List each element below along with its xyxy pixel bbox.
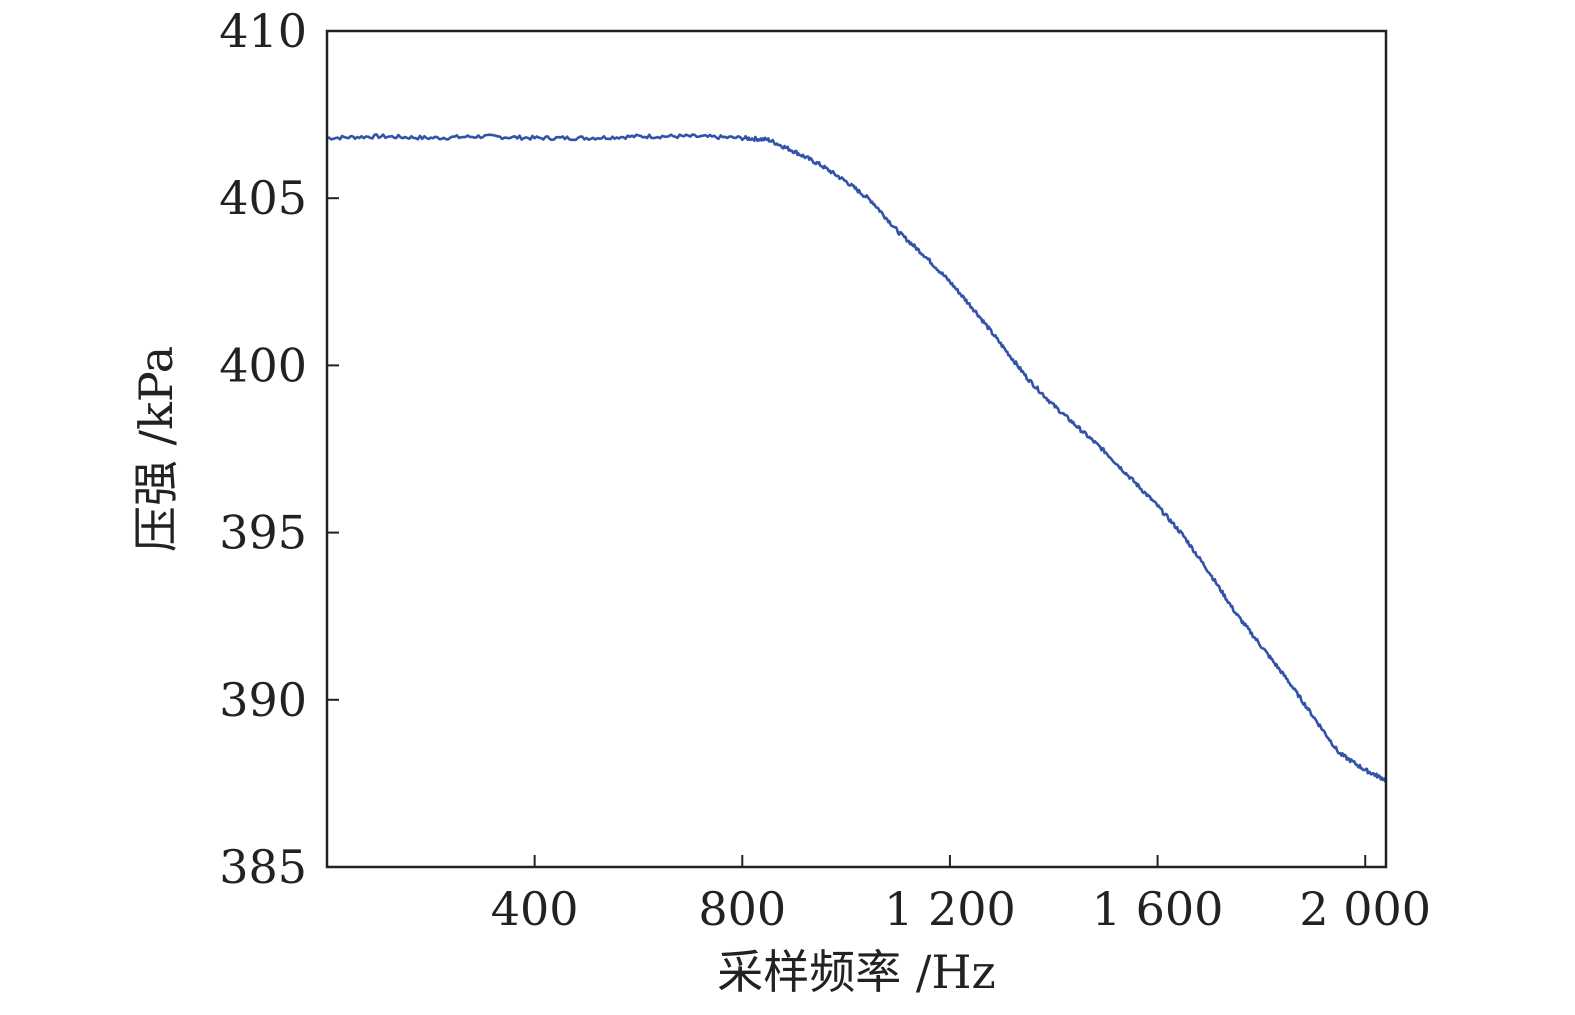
y-tick-label: 400 — [219, 338, 307, 392]
y-tick-label: 410 — [219, 4, 307, 58]
x-tick-label: 400 — [491, 882, 579, 936]
x-axis-ticks: 400 800 1 200 1 600 2 000 — [491, 855, 1431, 936]
plot-area-frame — [325, 29, 1388, 869]
y-axis-ticks: 385 390 395 400 405 410 — [219, 4, 339, 894]
x-tick-label: 1 200 — [884, 882, 1016, 936]
y-tick-label: 395 — [219, 506, 307, 560]
y-axis-title: 压强 /kPa — [129, 346, 183, 552]
x-tick-label: 800 — [698, 882, 786, 936]
x-tick-label: 2 000 — [1299, 882, 1431, 936]
x-axis-title: 采样频率 /Hz — [717, 945, 995, 999]
y-tick-label: 385 — [219, 840, 307, 894]
y-tick-label: 390 — [219, 673, 307, 727]
x-tick-label: 1 600 — [1092, 882, 1224, 936]
y-tick-label: 405 — [219, 171, 307, 225]
pressure-series-line — [326, 133, 1388, 783]
